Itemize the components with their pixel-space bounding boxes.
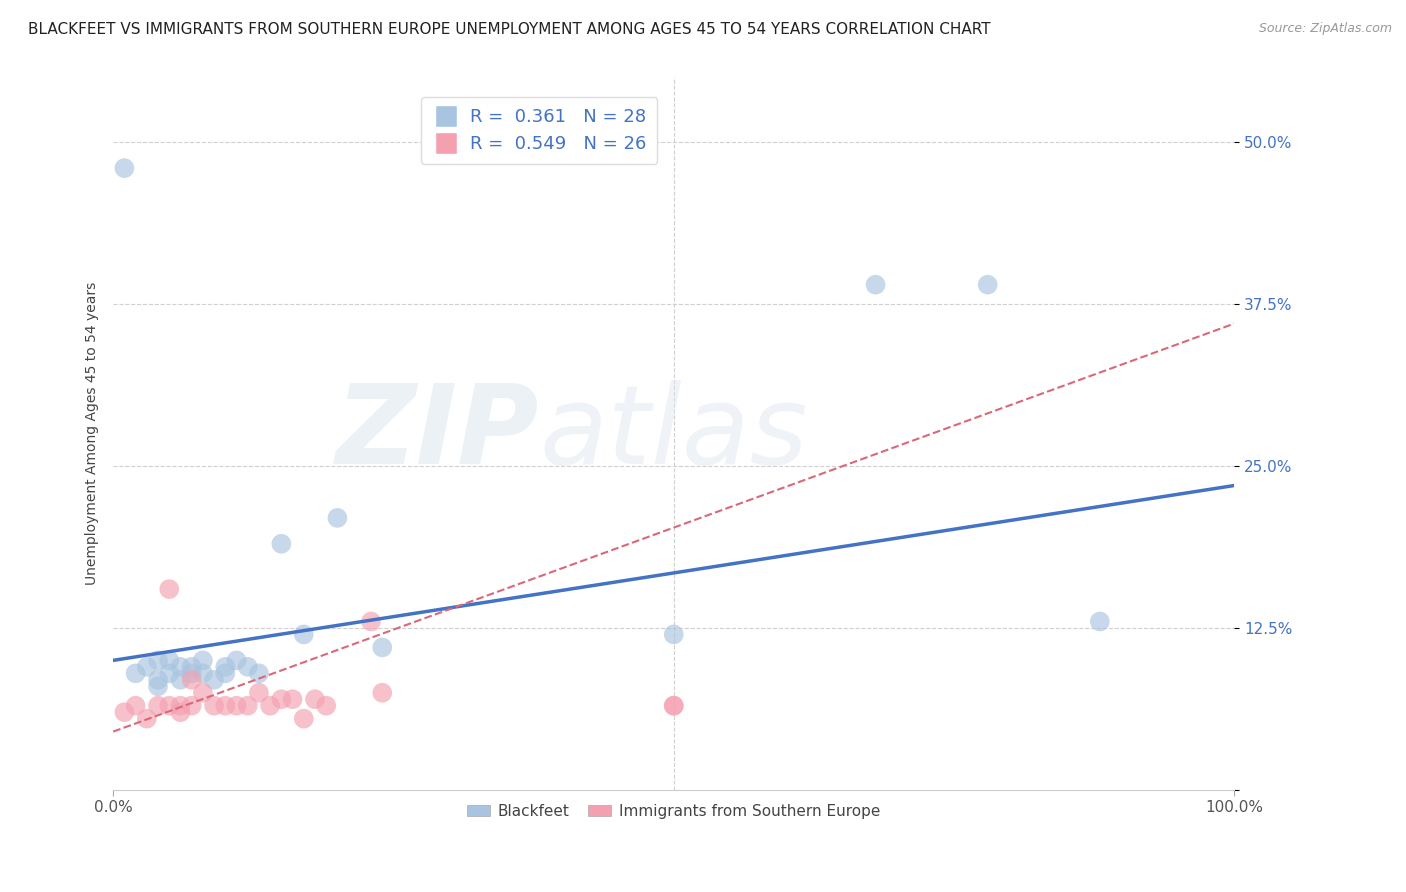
Point	[662, 698, 685, 713]
Point	[124, 698, 146, 713]
Point	[1088, 615, 1111, 629]
Point	[214, 666, 236, 681]
Point	[865, 277, 887, 292]
Point	[146, 653, 169, 667]
Point	[225, 653, 247, 667]
Point	[112, 161, 135, 175]
Point	[247, 686, 270, 700]
Point	[135, 660, 157, 674]
Point	[180, 698, 202, 713]
Point	[146, 698, 169, 713]
Point	[236, 660, 259, 674]
Point	[247, 666, 270, 681]
Y-axis label: Unemployment Among Ages 45 to 54 years: Unemployment Among Ages 45 to 54 years	[86, 282, 100, 585]
Point	[214, 698, 236, 713]
Point	[157, 653, 180, 667]
Point	[225, 698, 247, 713]
Point	[976, 277, 998, 292]
Point	[157, 698, 180, 713]
Point	[180, 660, 202, 674]
Point	[371, 686, 394, 700]
Point	[169, 660, 191, 674]
Point	[180, 673, 202, 687]
Point	[202, 673, 225, 687]
Point	[191, 686, 214, 700]
Point	[112, 705, 135, 719]
Point	[259, 698, 281, 713]
Point	[169, 705, 191, 719]
Text: BLACKFEET VS IMMIGRANTS FROM SOUTHERN EUROPE UNEMPLOYMENT AMONG AGES 45 TO 54 YE: BLACKFEET VS IMMIGRANTS FROM SOUTHERN EU…	[28, 22, 991, 37]
Point	[292, 627, 315, 641]
Point	[180, 666, 202, 681]
Point	[270, 692, 292, 706]
Point	[326, 511, 349, 525]
Point	[281, 692, 304, 706]
Point	[124, 666, 146, 681]
Point	[146, 679, 169, 693]
Text: Source: ZipAtlas.com: Source: ZipAtlas.com	[1258, 22, 1392, 36]
Point	[304, 692, 326, 706]
Point	[270, 537, 292, 551]
Point	[157, 582, 180, 596]
Text: ZIP: ZIP	[336, 380, 540, 487]
Legend: Blackfeet, Immigrants from Southern Europe: Blackfeet, Immigrants from Southern Euro…	[461, 797, 886, 825]
Point	[157, 666, 180, 681]
Point	[191, 666, 214, 681]
Point	[315, 698, 337, 713]
Point	[169, 673, 191, 687]
Point	[214, 660, 236, 674]
Point	[146, 673, 169, 687]
Point	[236, 698, 259, 713]
Point	[202, 698, 225, 713]
Point	[292, 712, 315, 726]
Text: atlas: atlas	[540, 380, 808, 487]
Point	[191, 653, 214, 667]
Point	[360, 615, 382, 629]
Point	[662, 627, 685, 641]
Point	[169, 698, 191, 713]
Point	[371, 640, 394, 655]
Point	[135, 712, 157, 726]
Point	[662, 698, 685, 713]
